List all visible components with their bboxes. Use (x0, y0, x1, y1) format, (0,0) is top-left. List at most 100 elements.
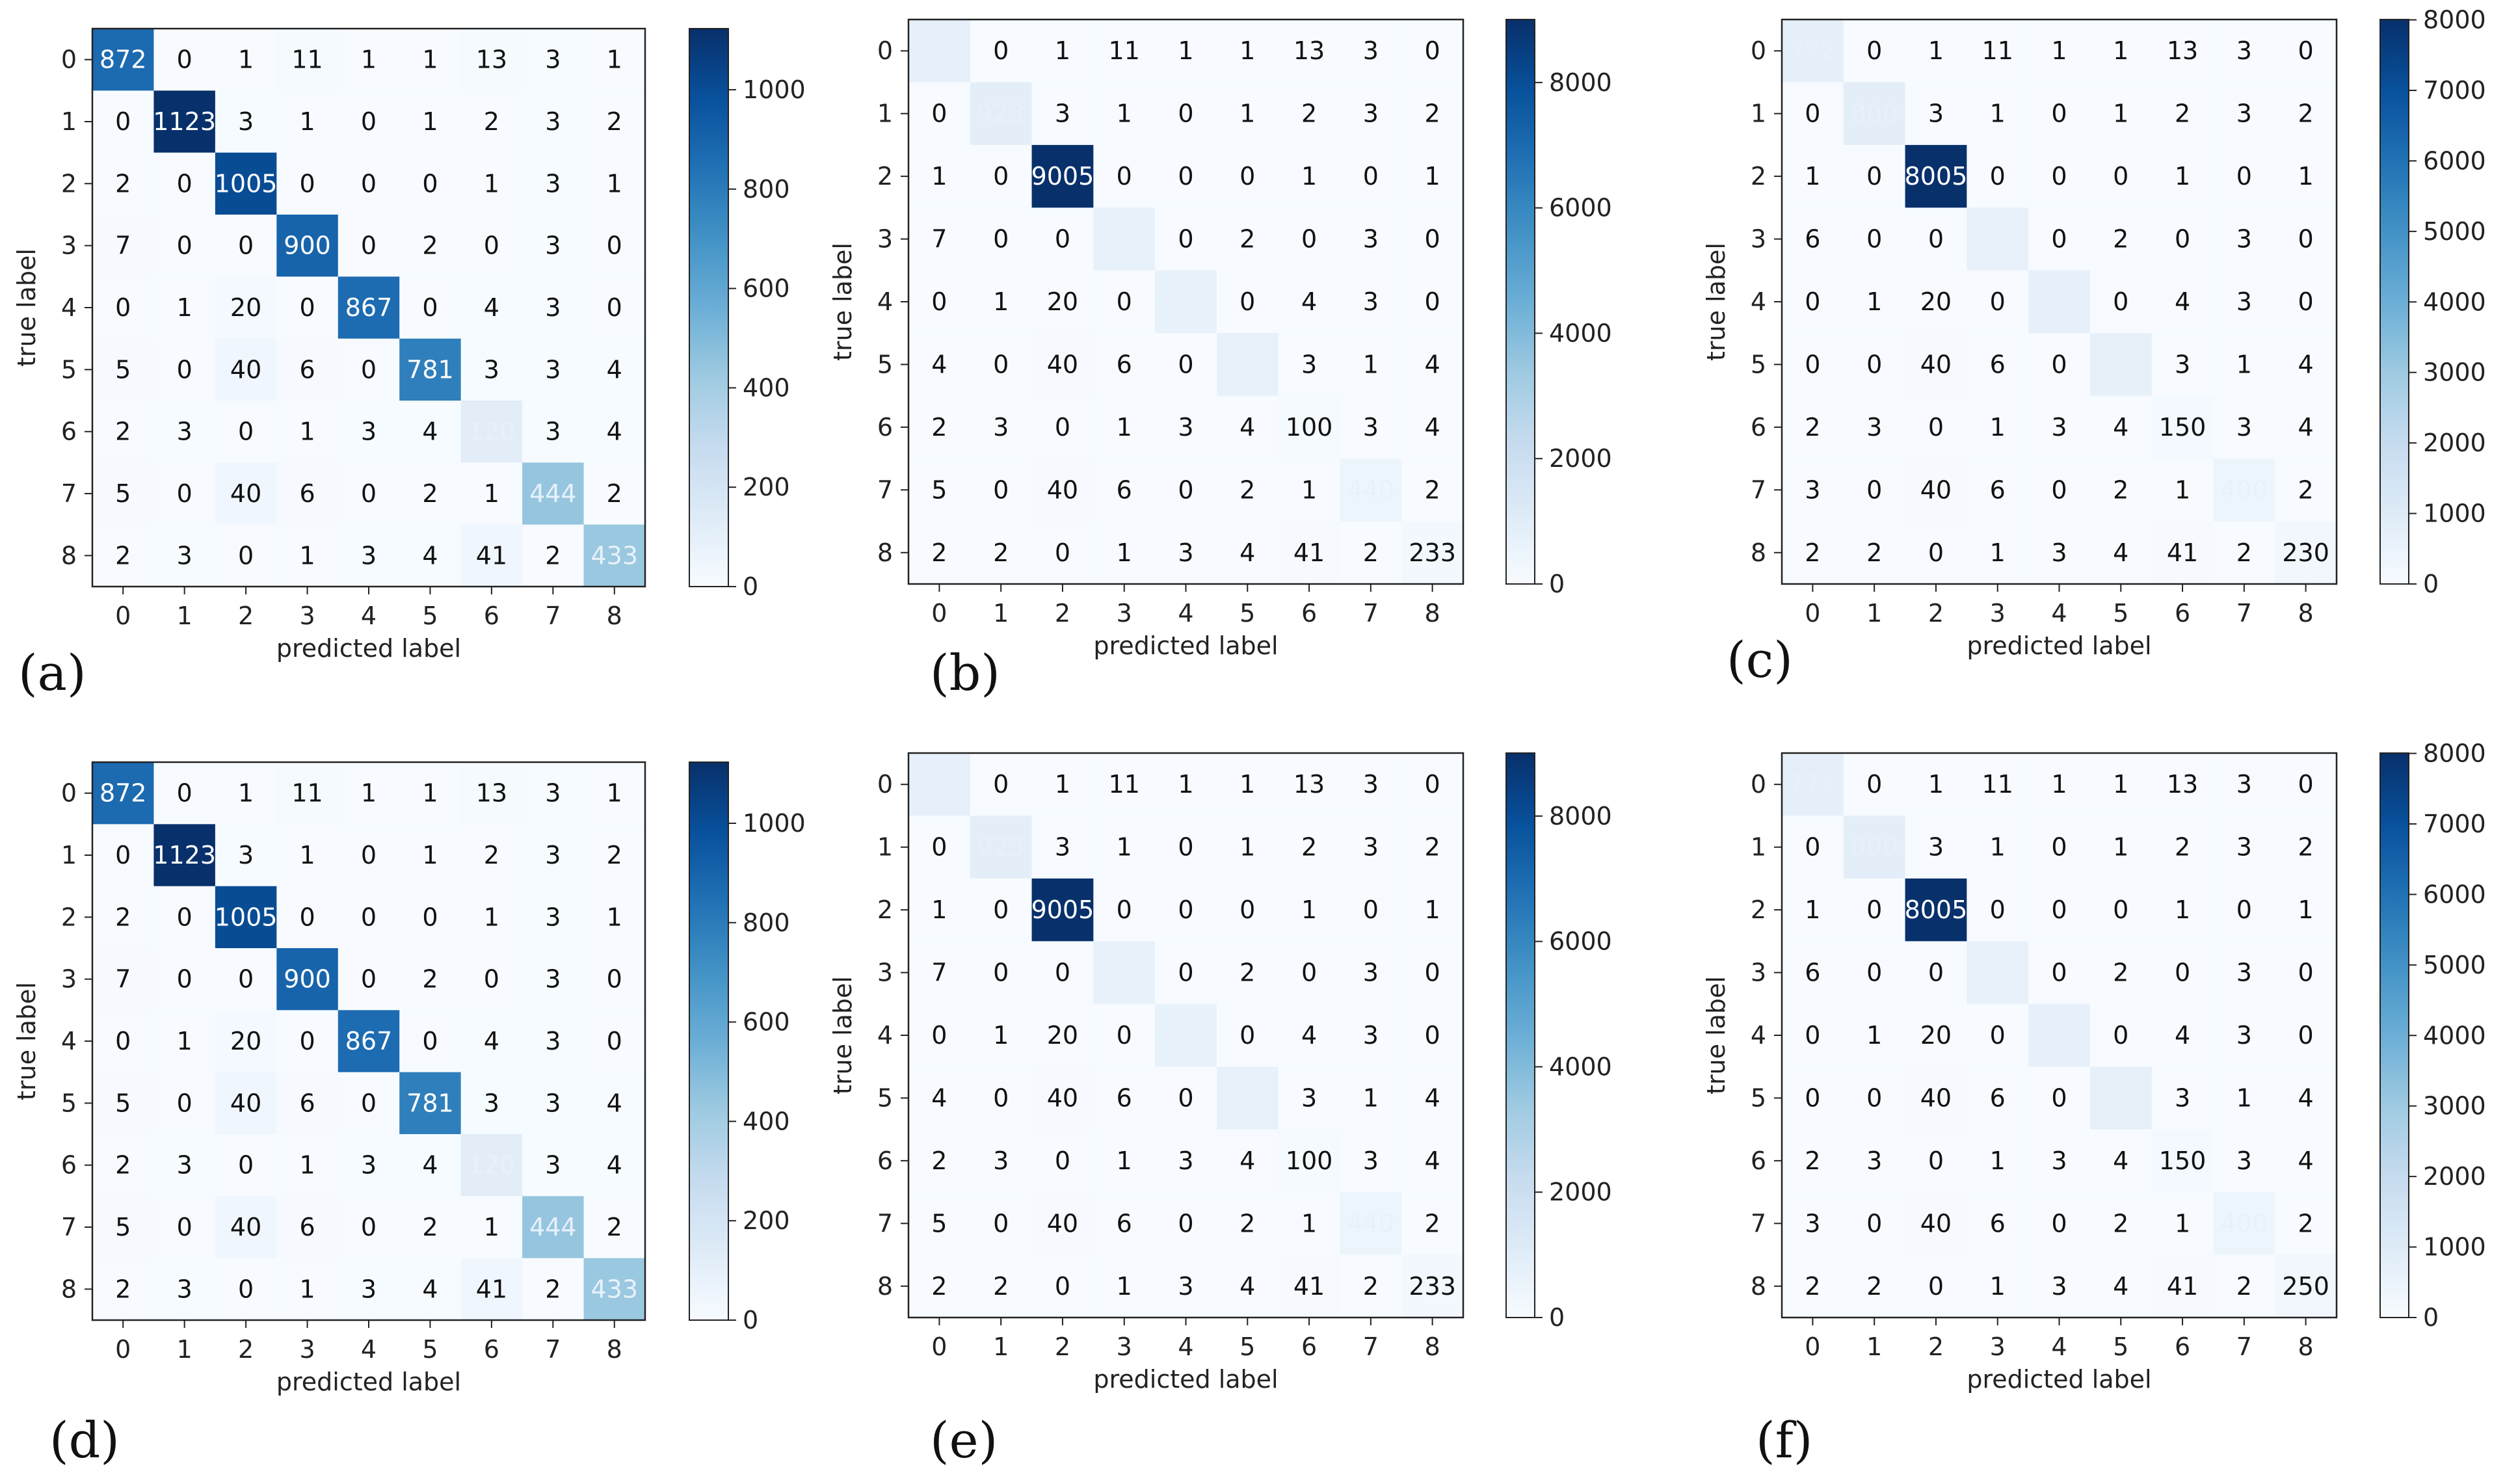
heatmap-cell (215, 401, 277, 463)
cell-value-label: 3 (2175, 350, 2190, 378)
cell-value-label: 11 (1109, 36, 1140, 65)
cell-value-label: 1 (2175, 162, 2190, 191)
x-tick-label: 8 (1425, 1332, 1440, 1361)
cell-value-label: 1 (177, 1027, 192, 1055)
cell-value-label: 1 (993, 1021, 1009, 1050)
heatmap-cell (1843, 815, 1906, 879)
y-tick-label: 0 (1751, 770, 1766, 799)
cell-value-label: 1 (1055, 36, 1070, 65)
cell-value-label: 900 (284, 232, 331, 260)
cell-value-label: 0 (1055, 413, 1070, 442)
heatmap-cell (153, 462, 216, 525)
heatmap-cell (1093, 207, 1156, 271)
cell-value-label: 433 (591, 1275, 639, 1303)
cell-value-label: 2 (607, 841, 622, 869)
y-tick-label: 1 (61, 107, 77, 136)
cell-value-label: 1 (1239, 36, 1255, 65)
heatmap-cell (2213, 20, 2275, 83)
cell-value-label: 11 (1109, 770, 1140, 799)
y-tick-label: 1 (877, 833, 893, 862)
heatmap-cell (1093, 458, 1156, 522)
heatmap-cell (970, 815, 1033, 879)
cell-value-label: 3 (545, 169, 561, 198)
colorbar-tick-label: 1000 (2423, 499, 2486, 528)
heatmap-cell (1401, 815, 1464, 879)
colorbar-tick-label: 0 (743, 1306, 758, 1334)
y-axis-label: true label (12, 248, 41, 367)
heatmap-cell (2028, 333, 2091, 397)
cell-value-label: 867 (345, 1027, 393, 1055)
cell-value-label: 4 (607, 355, 622, 384)
y-tick-label: 3 (61, 232, 77, 260)
x-tick-label: 3 (1990, 1332, 2006, 1361)
heatmap-cell (1278, 1067, 1340, 1130)
cell-value-label: 0 (2113, 287, 2128, 316)
cell-value-label: 444 (529, 479, 577, 508)
heatmap-cell (2089, 333, 2153, 397)
cell-value-label: 781 (406, 355, 454, 384)
cell-value-label: 3 (2051, 1272, 2067, 1301)
cell-value-label: 1 (1117, 1272, 1132, 1301)
y-tick-label: 3 (61, 965, 77, 994)
cell-value-label: 4 (1425, 350, 1440, 378)
heatmap-cell (2089, 941, 2153, 1005)
heatmap-cell (1155, 941, 1217, 1005)
cell-value-label: 120 (468, 1151, 516, 1180)
cell-value-label: 1 (1178, 36, 1193, 65)
cell-value-label: 100 (1286, 1146, 1333, 1175)
cell-value-label: 2 (1425, 833, 1440, 862)
heatmap-cell (1155, 82, 1217, 146)
heatmap-cell (1093, 1129, 1156, 1193)
heatmap-cell (970, 20, 1033, 83)
heatmap-cell (908, 1254, 971, 1318)
cell-value-label: 0 (993, 475, 1009, 504)
heatmap-cell (2275, 82, 2337, 146)
heatmap-cell (1340, 1192, 1402, 1256)
heatmap-cell (399, 29, 462, 91)
cell-value-label: 3 (545, 355, 561, 384)
cell-value-label: 40 (230, 355, 261, 384)
heatmap-cell (215, 1258, 277, 1321)
heatmap-cell (1401, 20, 1464, 83)
heatmap-cell (908, 1003, 971, 1067)
heatmap-cell (908, 20, 971, 83)
cell-value-label: 2 (2236, 538, 2252, 567)
cell-value-label: 4 (2113, 1272, 2128, 1301)
heatmap-cell (1905, 1254, 1967, 1318)
heatmap-cell (1278, 207, 1340, 271)
heatmap-cell (1843, 753, 1906, 816)
y-tick-label: 6 (61, 417, 77, 446)
colorbar (2379, 752, 2409, 1318)
cell-value-label: 3 (1363, 413, 1379, 442)
y-tick-label: 1 (877, 99, 893, 128)
colorbar-tick-label: 200 (743, 1206, 790, 1235)
cell-value-label: 0 (238, 1275, 254, 1303)
cell-value-label: 0 (484, 965, 499, 994)
colorbar-tick-label: 4000 (1549, 1052, 1612, 1081)
heatmap-cell (399, 1196, 462, 1259)
cell-value-label: 1 (2113, 36, 2128, 65)
heatmap-cell (92, 90, 154, 153)
heatmap-cell (2275, 1003, 2337, 1067)
cell-value-label: 3 (2236, 225, 2252, 254)
heatmap-cell (1278, 1254, 1340, 1318)
cell-value-label: 2 (1805, 1146, 1820, 1175)
x-axis-label: predicted label (1093, 1365, 1278, 1394)
heatmap-cell (1155, 458, 1217, 522)
cell-value-label: 3 (177, 1275, 192, 1303)
cell-value-label: 3 (2236, 287, 2252, 316)
panel-label-d: (d) (49, 1411, 120, 1469)
y-axis-label: true label (828, 243, 857, 361)
cell-value-label: 923 (977, 833, 1025, 862)
heatmap-cell (1093, 395, 1156, 459)
y-tick-label: 2 (1751, 895, 1766, 924)
cell-value-label: 7 (115, 232, 131, 260)
cell-value-label: 150 (2159, 413, 2207, 442)
heatmap-cell (1340, 1129, 1402, 1193)
heatmap-cell (2151, 144, 2214, 208)
cell-value-label: 1 (1990, 99, 2006, 128)
heatmap-cell (1843, 521, 1906, 585)
cell-value-label: 0 (1990, 287, 2006, 316)
heatmap-cells (1782, 20, 2337, 585)
heatmap-cell (908, 333, 971, 397)
